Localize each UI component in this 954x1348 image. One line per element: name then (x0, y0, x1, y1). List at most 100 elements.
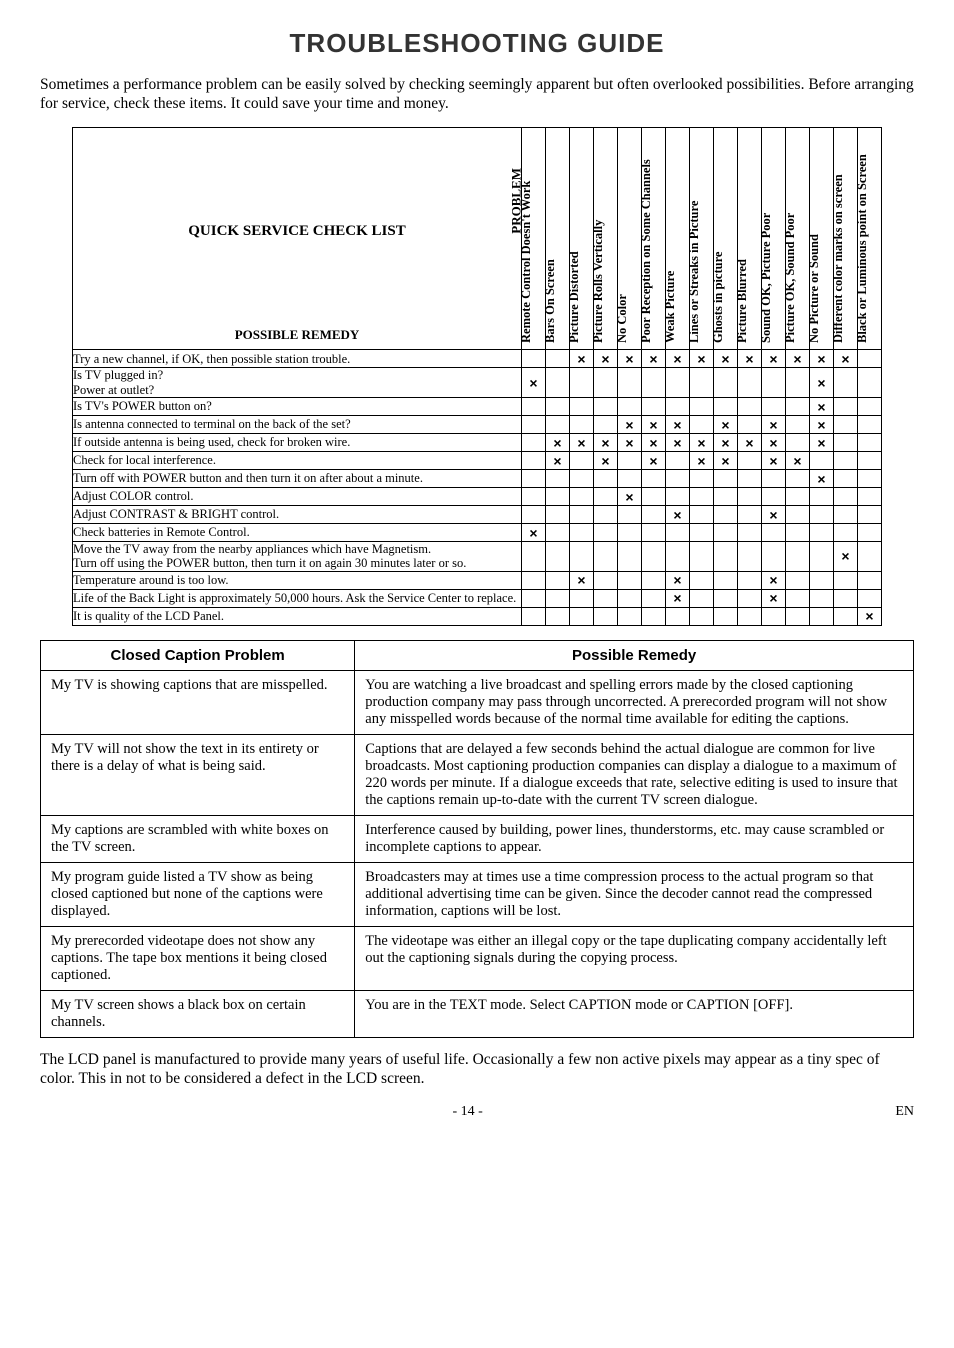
matrix-mark: × (714, 350, 738, 368)
matrix-mark (738, 506, 762, 524)
matrix-mark (522, 542, 546, 572)
matrix-mark: × (546, 452, 570, 470)
matrix-mark: × (522, 524, 546, 542)
matrix-mark (858, 571, 882, 589)
matrix-mark (810, 542, 834, 572)
matrix-mark (834, 434, 858, 452)
matrix-col-label: Picture OK, Sound Poor (783, 213, 798, 343)
matrix-mark: × (714, 434, 738, 452)
matrix-row-label: Adjust COLOR control. (73, 488, 522, 506)
closed-caption-table: Closed Caption Problem Possible Remedy M… (40, 640, 914, 1038)
matrix-col-label: Sound OK, Picture Poor (759, 213, 774, 343)
matrix-mark (738, 452, 762, 470)
matrix-mark (858, 416, 882, 434)
matrix-mark (522, 452, 546, 470)
matrix-mark (762, 368, 786, 398)
cc-problem-cell: My prerecorded videotape does not show a… (41, 926, 355, 990)
matrix-mark (690, 607, 714, 625)
matrix-mark (858, 368, 882, 398)
matrix-mark (570, 488, 594, 506)
matrix-mark (594, 524, 618, 542)
matrix-col-label: Picture Blurred (735, 259, 750, 343)
matrix-row-label: Temperature around is too low. (73, 571, 522, 589)
matrix-mark (786, 506, 810, 524)
matrix-mark (546, 350, 570, 368)
matrix-mark (786, 589, 810, 607)
matrix-mark (570, 398, 594, 416)
matrix-mark (570, 368, 594, 398)
matrix-mark: × (762, 571, 786, 589)
matrix-mark (834, 589, 858, 607)
matrix-mark (834, 571, 858, 589)
matrix-col-label: Bars On Screen (543, 259, 558, 343)
matrix-mark (666, 398, 690, 416)
matrix-mark (594, 571, 618, 589)
matrix-mark (618, 506, 642, 524)
matrix-mark (834, 607, 858, 625)
cc-remedy-cell: Broadcasters may at times use a time com… (355, 862, 914, 926)
matrix-mark: × (762, 452, 786, 470)
matrix-mark (858, 506, 882, 524)
matrix-mark (738, 470, 762, 488)
matrix-mark (570, 452, 594, 470)
matrix-mark (858, 452, 882, 470)
matrix-row-label: Move the TV away from the nearby applian… (73, 542, 522, 572)
matrix-mark (546, 542, 570, 572)
page-footer: - 14 - EN (40, 1104, 914, 1120)
matrix-col-header: No Picture or Sound (810, 128, 834, 350)
matrix-mark (570, 416, 594, 434)
matrix-mark (762, 524, 786, 542)
matrix-mark (546, 368, 570, 398)
matrix-mark (714, 506, 738, 524)
matrix-mark: × (810, 350, 834, 368)
matrix-mark (522, 571, 546, 589)
matrix-mark: × (570, 434, 594, 452)
matrix-mark (738, 542, 762, 572)
matrix-col-header: Bars On Screen (546, 128, 570, 350)
table-row: Check batteries in Remote Control.× (73, 524, 882, 542)
matrix-mark (522, 434, 546, 452)
matrix-mark (618, 452, 642, 470)
matrix-mark: × (642, 350, 666, 368)
matrix-mark (714, 524, 738, 542)
matrix-mark (834, 398, 858, 416)
matrix-mark (522, 398, 546, 416)
matrix-mark (642, 368, 666, 398)
matrix-row-label: Check batteries in Remote Control. (73, 524, 522, 542)
cc-problem-cell: My TV will not show the text in its enti… (41, 734, 355, 815)
matrix-mark (594, 506, 618, 524)
possible-remedy-label: POSSIBLE REMEDY (73, 327, 521, 343)
matrix-mark: × (546, 434, 570, 452)
table-row: If outside antenna is being used, check … (73, 434, 882, 452)
matrix-mark (714, 398, 738, 416)
table-row: My TV is showing captions that are missp… (41, 670, 914, 734)
matrix-mark (546, 571, 570, 589)
cc-remedy-cell: You are watching a live broadcast and sp… (355, 670, 914, 734)
table-row: It is quality of the LCD Panel.× (73, 607, 882, 625)
matrix-mark (570, 470, 594, 488)
matrix-mark (618, 542, 642, 572)
matrix-mark (618, 589, 642, 607)
page-title: TROUBLESHOOTING GUIDE (40, 28, 914, 59)
matrix-col-header: Picture Distorted (570, 128, 594, 350)
matrix-mark: × (618, 350, 642, 368)
matrix-mark: × (810, 416, 834, 434)
matrix-col-header: Weak Picture (666, 128, 690, 350)
matrix-mark (786, 542, 810, 572)
matrix-mark: × (690, 452, 714, 470)
matrix-row-label: It is quality of the LCD Panel. (73, 607, 522, 625)
matrix-col-header: Picture Rolls Vertically (594, 128, 618, 350)
matrix-row-label: Turn off with POWER button and then turn… (73, 470, 522, 488)
matrix-mark (642, 571, 666, 589)
matrix-mark (762, 607, 786, 625)
matrix-mark (594, 368, 618, 398)
matrix-col-header: Picture Blurred (738, 128, 762, 350)
matrix-mark (810, 589, 834, 607)
matrix-col-label: Weak Picture (663, 271, 678, 343)
matrix-col-label: Remote Control Doesn't Work (519, 181, 534, 343)
matrix-mark (666, 452, 690, 470)
matrix-mark (714, 542, 738, 572)
matrix-mark (618, 368, 642, 398)
matrix-mark (522, 470, 546, 488)
table-row: Is antenna connected to terminal on the … (73, 416, 882, 434)
